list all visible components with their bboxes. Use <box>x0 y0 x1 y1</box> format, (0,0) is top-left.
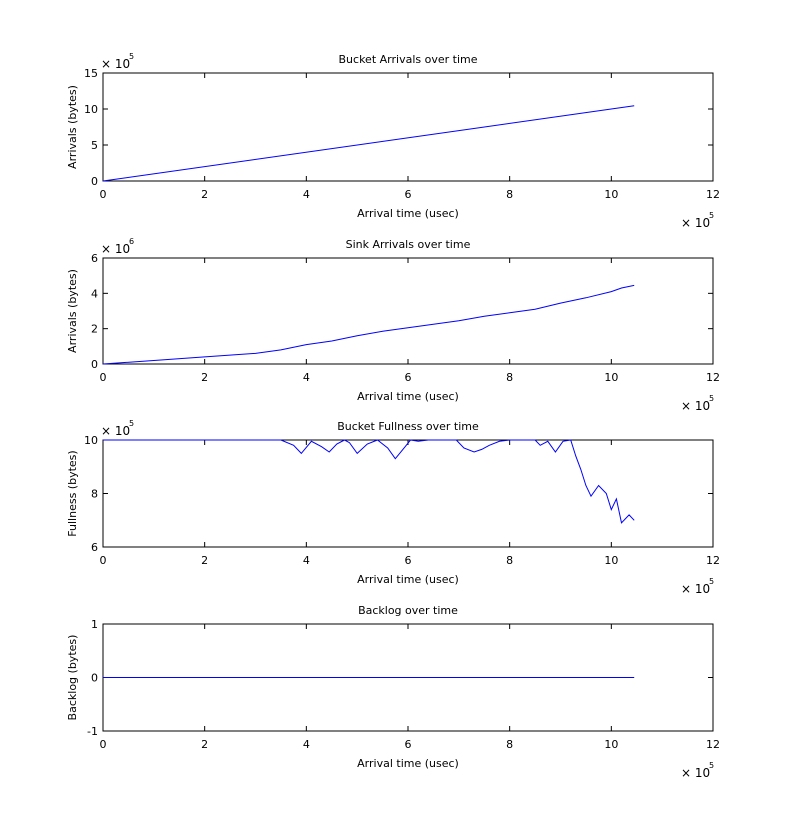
x-tick-label: 10 <box>604 738 618 751</box>
y-axis-label: Backlog (bytes) <box>66 635 79 721</box>
chart-title: Bucket Arrivals over time <box>339 53 478 66</box>
chart-title: Sink Arrivals over time <box>346 238 471 251</box>
y-tick-label: 6 <box>91 541 98 554</box>
x-tick-label: 4 <box>303 738 310 751</box>
x-tick-label: 2 <box>201 188 208 201</box>
x-tick-label: 0 <box>100 554 107 567</box>
y-tick-label: 2 <box>91 323 98 336</box>
y-tick-label: 0 <box>91 175 98 188</box>
subplot-3: 0 2 4 6 8 10 12 6 8 10 Bucket Fullness over time Ar… <box>66 419 720 596</box>
x-tick-label: 4 <box>303 371 310 384</box>
x-tick-label: 6 <box>405 188 412 201</box>
x-tick-label: 8 <box>506 188 513 201</box>
x-tick-label: 12 <box>706 738 720 751</box>
x-axis-label: Arrival time (usec) <box>357 207 459 220</box>
x-axis-label: Arrival time (usec) <box>357 757 459 770</box>
x-tick-label: 2 <box>201 371 208 384</box>
y-tick-label: 10 <box>84 434 98 447</box>
x-axis-label: Arrival time (usec) <box>357 390 459 403</box>
x-tick-label: 6 <box>405 554 412 567</box>
chart-title: Backlog over time <box>358 604 458 617</box>
x-multiplier-exponent: 5 <box>709 394 714 403</box>
x-tick-label: 12 <box>706 371 720 384</box>
x-multiplier: × 10 <box>681 766 710 780</box>
x-multiplier-exponent: 5 <box>709 577 714 586</box>
y-multiplier-exponent: 5 <box>129 52 134 61</box>
x-tick-label: 6 <box>405 738 412 751</box>
chart-title: Bucket Fullness over time <box>337 420 479 433</box>
x-multiplier-exponent: 5 <box>709 211 714 220</box>
plot-area <box>102 257 714 365</box>
y-multiplier: × 10 <box>101 424 130 438</box>
x-tick-label: 10 <box>604 371 618 384</box>
x-axis-label: Arrival time (usec) <box>357 573 459 586</box>
x-tick-label: 2 <box>201 554 208 567</box>
x-tick-label: 8 <box>506 371 513 384</box>
y-multiplier: × 10 <box>101 242 130 256</box>
subplot-2: 0 2 4 6 8 10 12 0 2 4 6 Sink Arrivals over time Arri… <box>66 237 720 413</box>
y-tick-label: 0 <box>91 358 98 371</box>
y-multiplier: × 10 <box>101 57 130 71</box>
series-line <box>102 105 635 182</box>
subplot-1: 0 2 4 6 8 10 12 0 5 10 15 Bucket Arrivals over time… <box>66 52 720 230</box>
y-tick-label: 8 <box>91 488 98 501</box>
x-tick-label: 10 <box>604 188 618 201</box>
y-tick-label: 10 <box>84 103 98 116</box>
y-tick-label: 5 <box>91 139 98 152</box>
series-line <box>102 284 635 365</box>
x-tick-label: 12 <box>706 188 720 201</box>
x-multiplier: × 10 <box>681 216 710 230</box>
y-axis-label: Fullness (bytes) <box>66 450 79 536</box>
x-tick-label: 2 <box>201 738 208 751</box>
x-multiplier-exponent: 5 <box>709 761 714 770</box>
plot-area <box>102 72 714 182</box>
y-axis-label: Arrivals (bytes) <box>66 269 79 353</box>
x-tick-label: 8 <box>506 738 513 751</box>
y-tick-label: 4 <box>91 287 98 300</box>
y-axis-label: Arrivals (bytes) <box>66 85 79 169</box>
x-multiplier: × 10 <box>681 399 710 413</box>
y-multiplier-exponent: 5 <box>129 419 134 428</box>
x-tick-label: 4 <box>303 554 310 567</box>
x-tick-label: 0 <box>100 188 107 201</box>
x-tick-label: 0 <box>100 738 107 751</box>
y-tick-label: -1 <box>87 725 98 738</box>
x-tick-label: 12 <box>706 554 720 567</box>
x-multiplier: × 10 <box>681 582 710 596</box>
y-tick-label: 6 <box>91 252 98 265</box>
y-tick-label: 15 <box>84 67 98 80</box>
x-tick-label: 8 <box>506 554 513 567</box>
x-tick-label: 6 <box>405 371 412 384</box>
x-tick-label: 0 <box>100 371 107 384</box>
y-multiplier-exponent: 6 <box>129 237 134 246</box>
y-tick-label: 1 <box>91 618 98 631</box>
x-tick-label: 4 <box>303 188 310 201</box>
plot-area <box>102 439 714 548</box>
series-line <box>103 439 635 524</box>
x-tick-label: 10 <box>604 554 618 567</box>
y-tick-label: 0 <box>91 672 98 685</box>
